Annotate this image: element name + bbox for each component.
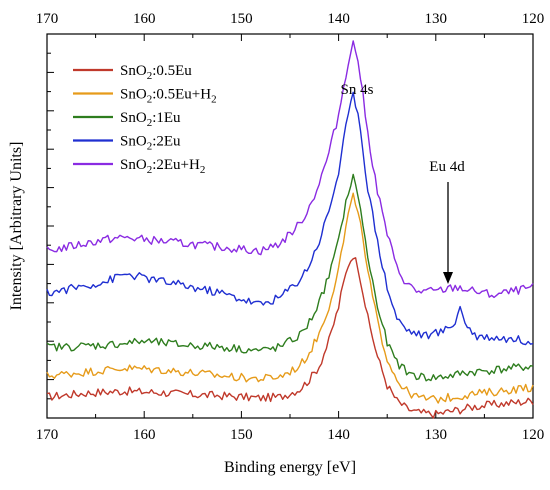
x-tick-label-top: 150 bbox=[230, 11, 253, 27]
x-tick-label-top: 120 bbox=[522, 11, 545, 27]
arrowhead-icon bbox=[443, 272, 453, 284]
x-tick-label-top: 170 bbox=[36, 11, 59, 27]
x-tick-label-top: 160 bbox=[133, 11, 156, 27]
series-lines bbox=[46, 40, 534, 419]
legend-label: SnO2:2Eu bbox=[120, 134, 181, 153]
annotation-sn4s: Sn 4s bbox=[341, 82, 374, 98]
legend-label: SnO2:2Eu+H2 bbox=[120, 157, 205, 176]
x-tick-label: 140 bbox=[327, 427, 350, 443]
x-tick-label: 160 bbox=[133, 427, 156, 443]
x-tick-label-top: 130 bbox=[425, 11, 448, 27]
series-line bbox=[46, 91, 534, 346]
y-axis-title: Intensity [Arbitrary Units] bbox=[8, 142, 25, 311]
annotation-eu4d: Eu 4d bbox=[429, 159, 465, 175]
legend-label: SnO2:0.5Eu+H2 bbox=[120, 87, 217, 106]
legend-label: SnO2:1Eu bbox=[120, 110, 181, 129]
x-tick-label: 120 bbox=[522, 427, 545, 443]
series-line bbox=[46, 40, 534, 299]
axis-ticks: 170 170 160 160 150 150 140 140 130 130 120 120 bbox=[36, 11, 545, 443]
legend-label: SnO2:0.5Eu bbox=[120, 63, 192, 82]
x-axis-title: Binding energy [eV] bbox=[224, 459, 356, 476]
legend: SnO2:0.5Eu SnO2:0.5Eu+H2 SnO2:1Eu SnO2:2Eu S… bbox=[73, 63, 217, 176]
x-tick-label: 150 bbox=[230, 427, 253, 443]
x-tick-label: 170 bbox=[36, 427, 59, 443]
x-tick-label-top: 140 bbox=[327, 11, 350, 27]
series-line bbox=[46, 173, 534, 382]
series-line bbox=[46, 192, 534, 404]
x-tick-label: 130 bbox=[425, 427, 448, 443]
series-line bbox=[46, 257, 534, 419]
annotations: Sn 4s Eu 4d bbox=[341, 82, 465, 284]
